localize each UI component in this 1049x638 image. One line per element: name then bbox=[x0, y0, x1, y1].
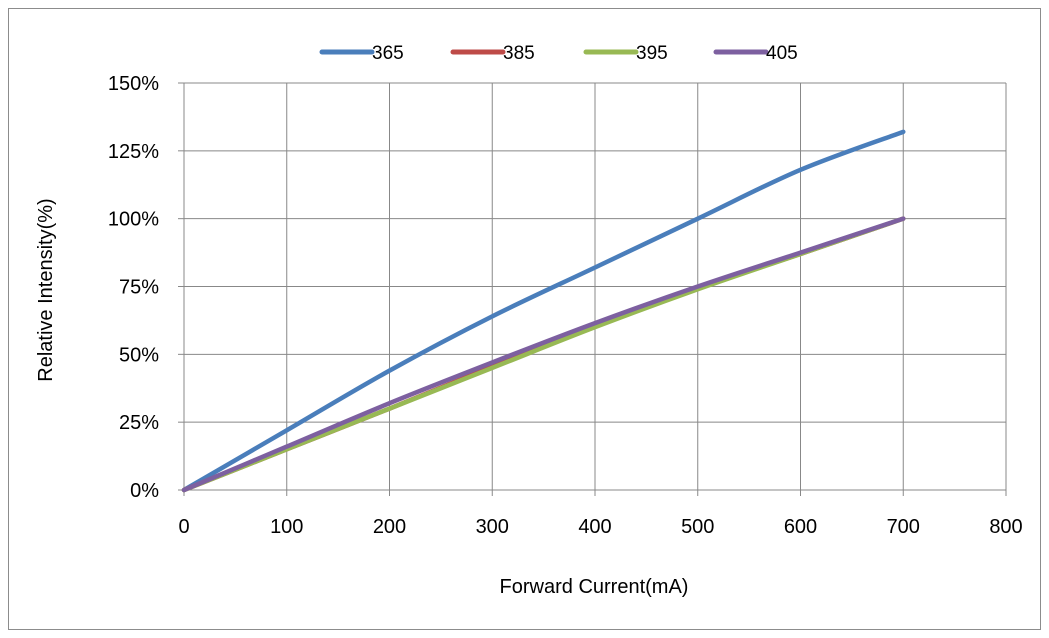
y-tick-label-0: 0% bbox=[130, 480, 159, 502]
series-lines bbox=[181, 129, 906, 493]
x-tick-label-200: 200 bbox=[373, 516, 406, 538]
y-tick-label-25: 25% bbox=[119, 412, 159, 434]
legend-label-385: 385 bbox=[503, 43, 535, 64]
y-axis-title: Relative Intensity(%) bbox=[35, 198, 57, 381]
x-tick-label-300: 300 bbox=[476, 516, 509, 538]
x-tick-label-0: 0 bbox=[178, 516, 189, 538]
y-tick-label-150: 150% bbox=[108, 73, 159, 95]
y-tick-label-125: 125% bbox=[108, 141, 159, 163]
x-tick-label-100: 100 bbox=[270, 516, 303, 538]
legend-label-365: 365 bbox=[372, 43, 404, 64]
series-line-365 bbox=[181, 129, 906, 493]
grid-lines bbox=[184, 82, 1007, 490]
x-tick-label-400: 400 bbox=[578, 516, 611, 538]
legend: 365 385 395 405 bbox=[319, 43, 798, 64]
y-tick-label-50: 50% bbox=[119, 344, 159, 366]
x-tick-label-800: 800 bbox=[989, 516, 1022, 538]
legend-label-405: 405 bbox=[766, 43, 798, 64]
x-tick-label-700: 700 bbox=[887, 516, 920, 538]
y-tick-label-100: 100% bbox=[108, 209, 159, 231]
legend-label-395: 395 bbox=[636, 43, 668, 64]
x-axis-title: Forward Current(mA) bbox=[500, 576, 689, 598]
series-line-405 bbox=[181, 216, 906, 493]
x-tick-label-500: 500 bbox=[681, 516, 714, 538]
chart-frame bbox=[8, 8, 1041, 630]
y-axis-ticks: 0% 25% 50% 75% 100% 125% 150% bbox=[108, 73, 184, 502]
y-tick-label-75: 75% bbox=[119, 277, 159, 299]
x-tick-label-600: 600 bbox=[784, 516, 817, 538]
x-axis-ticks: 0 100 200 300 400 500 600 700 800 bbox=[178, 490, 1023, 538]
